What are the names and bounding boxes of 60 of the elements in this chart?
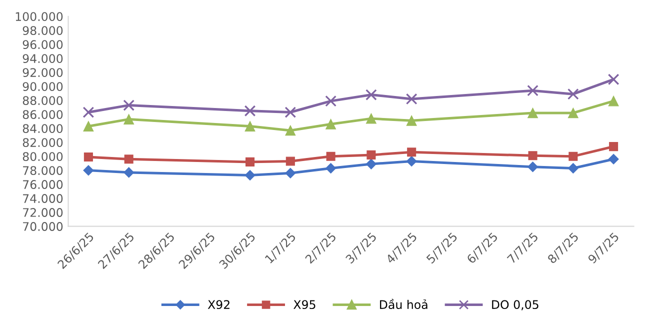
point <box>568 162 578 174</box>
y-tick-label: 86.000 <box>22 110 63 120</box>
y-tick-label: 72.000 <box>23 208 63 217</box>
point <box>608 154 619 164</box>
point <box>244 170 256 180</box>
point <box>608 96 619 106</box>
point <box>326 118 336 130</box>
point <box>568 152 578 161</box>
point <box>528 162 538 172</box>
point <box>366 113 376 124</box>
y-tick-label: 78.000 <box>23 166 63 175</box>
point <box>527 84 538 96</box>
point <box>366 158 376 170</box>
point <box>608 74 620 86</box>
point <box>326 152 336 161</box>
legend-label: DO 0,05 <box>492 300 538 310</box>
y-tick-label: 88.000 <box>22 96 63 106</box>
y-tick-label: 98.000 <box>22 26 63 36</box>
y-tick-label: 94.000 <box>22 54 63 64</box>
y-tick-label: 90.000 <box>22 82 63 92</box>
legend-label: X92 <box>208 300 230 310</box>
y-tick-label: 80.000 <box>22 152 63 161</box>
legend-label: X95 <box>294 300 316 310</box>
point <box>406 115 417 126</box>
point <box>284 106 296 118</box>
point <box>407 148 416 157</box>
point <box>83 121 94 132</box>
point <box>528 108 538 118</box>
point <box>124 167 134 178</box>
point <box>124 154 134 164</box>
point <box>406 156 417 167</box>
point <box>528 151 538 160</box>
point <box>406 93 418 105</box>
point <box>83 165 94 176</box>
point <box>285 168 296 178</box>
point <box>84 152 93 162</box>
y-tick-label: 70.000 <box>23 222 63 231</box>
point <box>123 100 135 111</box>
point <box>567 88 579 100</box>
point <box>366 150 376 160</box>
point <box>325 95 336 107</box>
point <box>124 114 134 124</box>
y-tick-label: 76.000 <box>23 180 63 189</box>
point <box>82 106 94 118</box>
y-tick-label: 74.000 <box>23 194 63 203</box>
point <box>285 125 296 136</box>
y-tick-label: 100.000 <box>16 12 63 22</box>
point <box>609 142 618 152</box>
y-tick-label: 92.000 <box>22 68 63 78</box>
point <box>244 121 256 132</box>
point <box>244 105 256 117</box>
y-tick-label: 84.000 <box>22 124 63 134</box>
y-tick-label: 96.000 <box>22 40 63 50</box>
point <box>326 162 336 174</box>
point <box>568 108 578 118</box>
point <box>246 157 255 166</box>
point <box>366 89 377 100</box>
legend-label: Dầu hoả <box>380 298 428 310</box>
y-tick-label: 82.000 <box>22 138 63 148</box>
point <box>286 156 295 166</box>
